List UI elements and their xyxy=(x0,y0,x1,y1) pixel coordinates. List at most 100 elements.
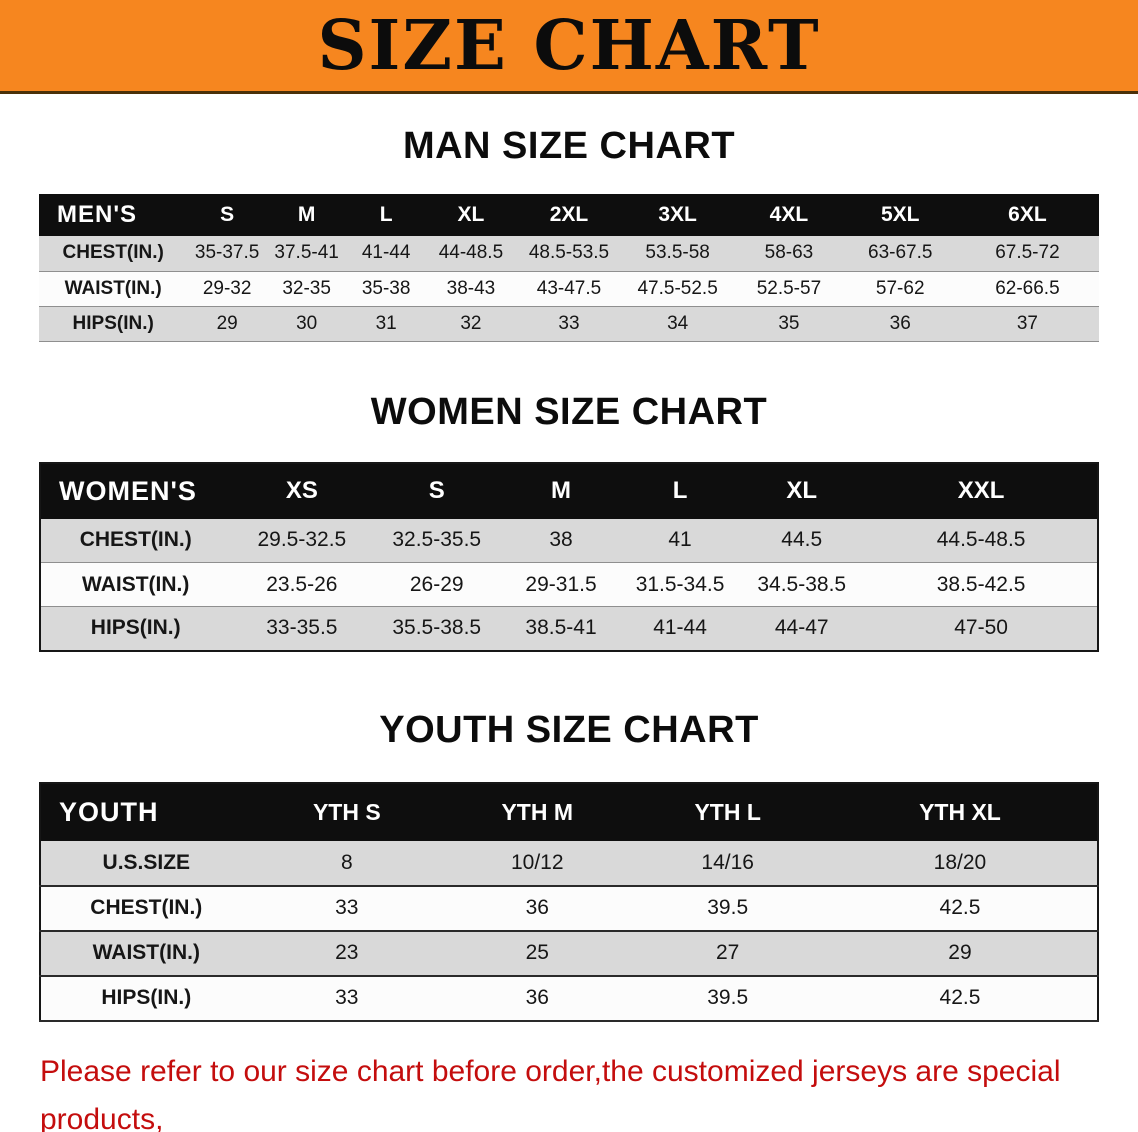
table-row: CHEST(IN.) 35-37.5 37.5-41 41-44 44-48.5 48.5… xyxy=(39,236,1099,271)
size-value-cell: 57-62 xyxy=(875,277,925,299)
row-label: CHEST(IN.) xyxy=(79,528,192,552)
table-row: WAIST(IN.) 29-32 32-35 35-38 38-43 43-47.5 47.… xyxy=(39,271,1099,306)
section-youth: YOUTH SIZE CHART YOUTH YTH S YTH M YTH L YTH… xyxy=(0,708,1138,1022)
size-value-cell: 30 xyxy=(296,312,318,334)
size-column-header: L xyxy=(672,477,688,504)
size-column-header: 3XL xyxy=(658,203,697,226)
women-section-title: WOMEN SIZE CHART xyxy=(370,390,768,433)
women-size-table: WOMEN'S XS S M L XL XXL CHEST(IN.) 29.5-32.5 32.5… xyxy=(39,461,1099,652)
table-row: HIPS(IN.) 29 30 31 32 33 34 35 36 37 xyxy=(39,306,1099,341)
size-value-cell: 39.5 xyxy=(707,896,749,919)
size-column-header: S xyxy=(220,203,235,226)
size-value-cell: 29.5-32.5 xyxy=(257,528,347,552)
page-title: SIZE CHART xyxy=(317,5,821,86)
size-value-cell: 26-29 xyxy=(409,572,464,596)
size-column-header: YTH S xyxy=(312,798,381,825)
size-value-cell: 42.5 xyxy=(939,986,981,1009)
youth-size-table: YOUTH YTH S YTH M YTH L YTH XL U.S.SIZE 8 10/12… xyxy=(39,781,1099,1022)
table-header-row: MEN'S S M L XL 2XL 3XL 4XL 5XL 6XL xyxy=(39,194,1099,236)
banner: SIZE CHART xyxy=(0,0,1138,94)
size-column-header: M xyxy=(297,203,316,226)
row-label: HIPS(IN.) xyxy=(101,986,192,1009)
footer-notice: Please refer to our size chart before or… xyxy=(40,1048,1108,1132)
size-value-cell: 33 xyxy=(335,896,359,919)
size-value-cell: 34 xyxy=(667,312,689,334)
size-value-cell: 63-67.5 xyxy=(868,242,933,264)
size-value-cell: 23 xyxy=(335,941,359,964)
corner-label: WOMEN'S xyxy=(59,475,197,506)
size-value-cell: 36 xyxy=(889,312,911,334)
section-women: WOMEN SIZE CHART WOMEN'S XS S M L XL XXL CHEST(… xyxy=(0,390,1138,652)
size-value-cell: 42.5 xyxy=(939,896,981,919)
size-value-cell: 31 xyxy=(375,312,397,334)
row-label: CHEST(IN.) xyxy=(90,896,203,919)
size-value-cell: 25 xyxy=(525,941,549,964)
size-value-cell: 8 xyxy=(340,850,353,874)
size-value-cell: 29 xyxy=(216,312,238,334)
size-value-cell: 29-31.5 xyxy=(525,572,597,596)
size-value-cell: 14/16 xyxy=(701,850,754,874)
size-value-cell: 38.5-41 xyxy=(525,616,597,640)
table-row: U.S.SIZE 8 10/12 14/16 18/20 xyxy=(40,840,1098,886)
size-value-cell: 44-47 xyxy=(774,616,829,640)
size-value-cell: 31.5-34.5 xyxy=(635,572,725,596)
size-column-header: M xyxy=(551,477,572,504)
size-column-header: 4XL xyxy=(769,203,809,226)
size-value-cell: 10/12 xyxy=(510,850,564,874)
size-column-header: L xyxy=(379,203,393,226)
size-value-cell: 32-35 xyxy=(282,277,331,299)
size-value-cell: 36 xyxy=(525,986,549,1009)
size-value-cell: 44-48.5 xyxy=(438,242,504,264)
size-value-cell: 43-47.5 xyxy=(536,277,602,299)
table-row: HIPS(IN.) 33 36 39.5 42.5 xyxy=(40,975,1098,1021)
size-column-header: 6XL xyxy=(1008,203,1047,226)
row-label: WAIST(IN.) xyxy=(82,572,190,596)
size-column-header: XXL xyxy=(957,477,1005,504)
size-value-cell: 18/20 xyxy=(933,850,987,874)
row-label: U.S.SIZE xyxy=(102,850,191,874)
youth-section-title: YOUTH SIZE CHART xyxy=(379,708,759,751)
table-row: CHEST(IN.) 33 36 39.5 42.5 xyxy=(40,885,1098,931)
size-value-cell: 35-38 xyxy=(361,277,411,299)
section-men: MAN SIZE CHART MEN'S S M L XL 2XL 3XL 4XL 5XL 6XL… xyxy=(0,124,1138,342)
size-value-cell: 39.5 xyxy=(707,986,749,1009)
row-label: HIPS(IN.) xyxy=(72,312,154,334)
table-row: HIPS(IN.) 33-35.5 35.5-38.5 38.5-41 41-44 44-… xyxy=(40,606,1098,651)
size-value-cell: 52.5-57 xyxy=(756,277,822,299)
size-value-cell: 27 xyxy=(716,941,740,964)
size-value-cell: 67.5-72 xyxy=(995,242,1060,264)
size-column-header: YTH XL xyxy=(919,798,1001,825)
size-value-cell: 47.5-52.5 xyxy=(637,277,718,299)
row-label: WAIST(IN.) xyxy=(92,941,200,964)
size-value-cell: 29 xyxy=(948,941,972,964)
notice-line-1: Please refer to our size chart before or… xyxy=(40,1054,1061,1132)
size-column-header: YTH M xyxy=(501,798,574,825)
size-value-cell: 47-50 xyxy=(954,616,1008,640)
size-value-cell: 58-63 xyxy=(764,242,814,264)
size-value-cell: 32 xyxy=(460,312,482,334)
size-value-cell: 41 xyxy=(668,528,692,552)
size-value-cell: 23.5-26 xyxy=(266,572,338,596)
table-header-row: YOUTH YTH S YTH M YTH L YTH XL xyxy=(40,782,1098,841)
size-value-cell: 35 xyxy=(778,312,800,334)
size-value-cell: 36 xyxy=(525,896,549,919)
size-value-cell: 38 xyxy=(549,528,573,552)
table-row: CHEST(IN.) 29.5-32.5 32.5-35.5 38 41 44.5 44.5… xyxy=(40,518,1098,563)
table-row: WAIST(IN.) 23 25 27 29 xyxy=(40,930,1098,976)
size-value-cell: 41-44 xyxy=(361,242,411,264)
size-value-cell: 38-43 xyxy=(446,277,496,299)
size-value-cell: 33-35.5 xyxy=(266,616,338,640)
size-value-cell: 37.5-41 xyxy=(274,242,339,264)
table-header-row: WOMEN'S XS S M L XL XXL xyxy=(40,462,1098,519)
size-column-header: XL xyxy=(457,203,485,226)
row-label: CHEST(IN.) xyxy=(62,242,164,264)
size-value-cell: 33 xyxy=(558,312,580,334)
corner-label: MEN'S xyxy=(57,201,138,228)
size-value-cell: 44.5 xyxy=(781,528,823,552)
size-value-cell: 34.5-38.5 xyxy=(757,572,847,596)
table-row: WAIST(IN.) 23.5-26 26-29 29-31.5 31.5-34.5 34… xyxy=(40,562,1098,607)
size-column-header: XS xyxy=(285,477,318,504)
size-value-cell: 32.5-35.5 xyxy=(392,528,482,552)
men-section-title: MAN SIZE CHART xyxy=(402,125,736,167)
